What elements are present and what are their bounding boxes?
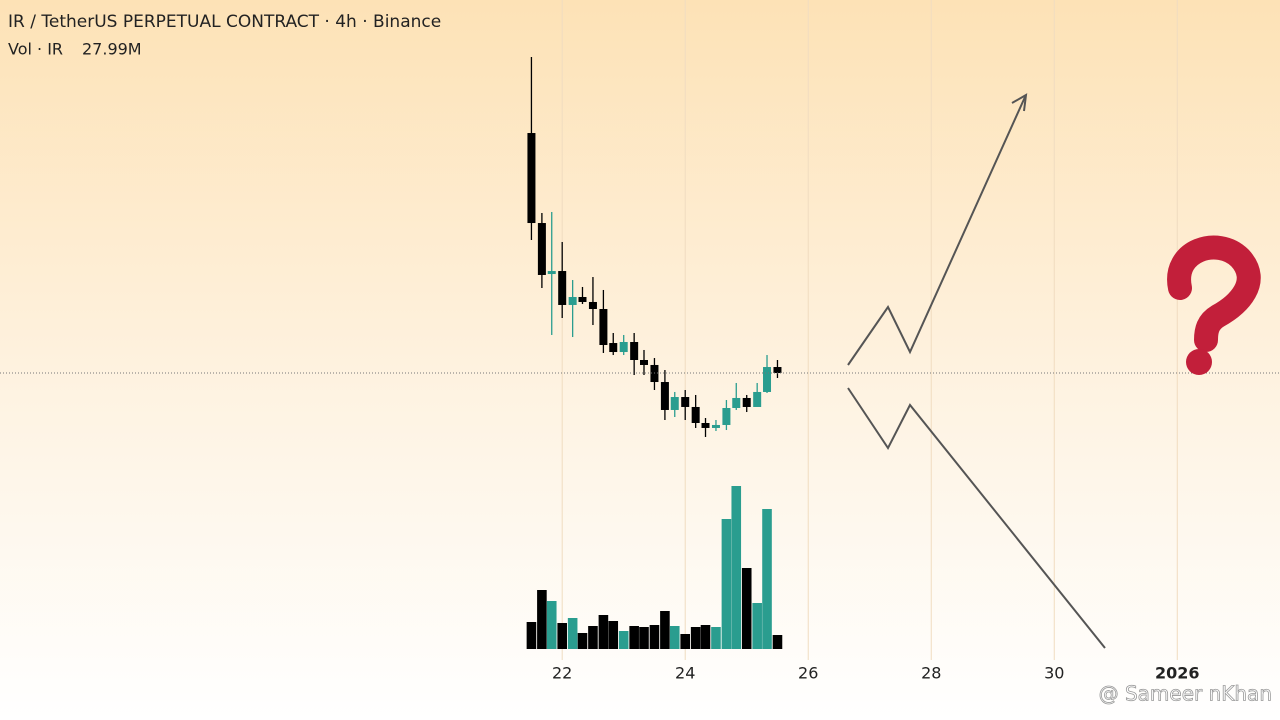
volume-bar [762,509,772,649]
candle-body [527,133,536,224]
volume-bar [526,622,537,649]
question-dot [1186,349,1212,375]
volume-bar [639,627,649,649]
candle-body [547,271,556,275]
volume-bar [577,633,588,649]
candle-body [619,342,628,353]
candle-body [722,408,731,425]
x-tick-label: 30 [1044,664,1064,683]
volume-bar [700,625,711,649]
volume-bar [537,590,547,649]
candle-body [701,423,710,428]
volume-bar [690,627,701,649]
arrow-head [1011,93,1028,112]
candle-body [558,271,567,305]
candle-body [599,309,608,345]
candle-body [578,297,587,302]
candle-body [588,301,597,309]
down-projection [847,387,1106,649]
volume-bar [752,603,762,649]
x-tick-label: 22 [552,664,572,683]
candle-body [711,424,720,428]
candle-body [568,297,577,305]
x-tick-label: 24 [675,664,695,683]
candle-body [691,406,700,423]
candle-body [753,391,762,407]
candle-body [732,397,741,408]
x-tick-label: 26 [798,664,818,683]
volume-bar [557,623,567,649]
candle-body [609,343,618,353]
volume-bar [546,601,557,649]
volume-last: 27.99M [82,40,142,59]
watermark: @ Sameer nKhan [1099,682,1272,706]
volume-bar [649,625,660,649]
volume-bar [680,634,691,649]
candle-body [773,367,782,374]
volume-bar [772,635,783,649]
volume-bar [618,631,629,649]
volume-bar [731,486,742,649]
volume-bar [741,568,752,649]
volume-bar [721,519,732,649]
plot [0,57,1280,649]
volume-bar [669,626,680,649]
grid: 22 24 26 28 30 2026 [552,0,1200,683]
candle-body [639,360,648,365]
volume-bar [567,618,578,649]
candle-body [630,342,639,360]
volume-bar [608,621,619,649]
candle-body [763,367,772,392]
volume-bar [660,611,670,649]
candle-body [537,223,546,275]
volume-bar [588,626,598,649]
chart-title: IR / TetherUS PERPETUAL CONTRACT · 4h · … [8,12,441,32]
x-tick-label: 28 [921,664,941,683]
candle-body [681,397,690,407]
candle-body [742,397,751,407]
up-projection [847,96,1026,366]
volume-bar [711,627,721,649]
volume-bar [629,626,639,649]
volume-legend: Vol · IR [8,40,63,59]
volume-bar [598,615,609,649]
x-tick-label: 2026 [1155,664,1200,683]
question-mark [1167,235,1261,352]
candle-body [660,382,669,410]
candle-body [670,397,679,410]
